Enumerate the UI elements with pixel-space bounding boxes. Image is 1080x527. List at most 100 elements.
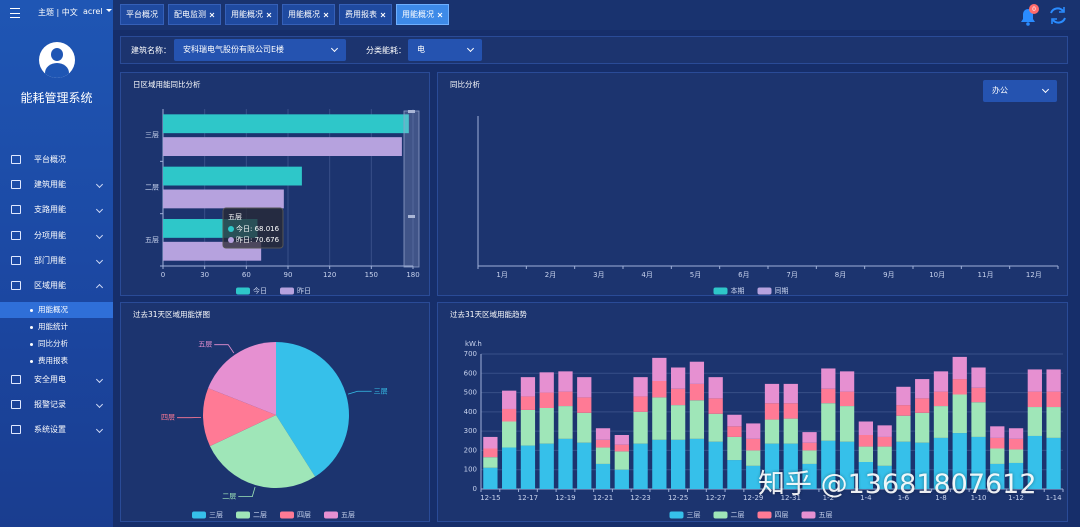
bar-segment: [1008, 428, 1024, 439]
menu-item[interactable]: 报警记录: [0, 396, 113, 414]
top-icons: 0: [1021, 4, 1066, 26]
submenu-item[interactable]: 同比分析: [0, 336, 113, 352]
submenu-item[interactable]: 用能概况: [0, 302, 113, 318]
x-tick-label: 12-23: [630, 494, 650, 502]
submenu-item[interactable]: 费用报表: [0, 353, 113, 369]
menu-item[interactable]: 区域用能: [0, 277, 113, 295]
chevron: [95, 206, 104, 214]
bar-segment: [539, 392, 554, 408]
close-icon[interactable]: [266, 12, 272, 18]
bar-segment: [783, 403, 798, 419]
filter-select[interactable]: 安科瑞电气股份有限公司E楼: [174, 39, 346, 61]
x-tick-label: 1-6: [898, 494, 910, 502]
pie-slice: [209, 415, 316, 488]
chevron: [95, 231, 104, 239]
y-tick-label: 500: [464, 389, 477, 397]
close-icon[interactable]: [437, 12, 443, 18]
theme-switch[interactable]: 主题 | 中文: [38, 8, 78, 17]
bar-segment: [670, 405, 686, 440]
legend-label: 五层: [819, 511, 833, 519]
submenu-label: 费用报表: [38, 356, 68, 365]
bar-segment: [990, 437, 1005, 449]
bar-segment: [858, 421, 874, 435]
bar-segment: [877, 446, 892, 466]
bar-segment: [502, 447, 517, 489]
bar-segment: [595, 447, 611, 464]
x-tick-label: 1-12: [1008, 494, 1024, 502]
bar-segment: [633, 411, 648, 444]
close-icon[interactable]: [209, 12, 215, 18]
bar-segment: [1008, 438, 1024, 450]
submenu-item[interactable]: 用能统计: [0, 319, 113, 335]
tooltip-dot: [228, 237, 234, 243]
x-tick-label: 1月: [496, 271, 507, 279]
bar-segment: [1027, 369, 1042, 392]
menu-item[interactable]: 分项用能: [0, 227, 113, 245]
menu-label: 建筑用能: [34, 180, 66, 190]
bar-segment: [670, 439, 686, 489]
pie-slice: [208, 342, 276, 415]
tab[interactable]: 费用报表: [339, 4, 392, 25]
bar-segment: [558, 438, 573, 489]
menu-item[interactable]: 平台概况: [0, 151, 113, 169]
x-tick-label: 2月: [545, 271, 556, 279]
legend-label: 四层: [297, 511, 311, 519]
bar-segment: [858, 446, 874, 462]
bar-segment: [595, 428, 611, 440]
tab[interactable]: 用能概况: [396, 4, 449, 25]
bell-icon[interactable]: 0: [1021, 4, 1039, 26]
menu-item[interactable]: 建筑用能: [0, 176, 113, 194]
menu-item[interactable]: 安全用电: [0, 371, 113, 389]
tooltip-item: 今日: 68.016: [236, 224, 280, 233]
x-tick-label: 150: [365, 271, 378, 279]
bar-segment: [990, 463, 1005, 489]
x-tick-label: 12-15: [480, 494, 500, 502]
menu-item[interactable]: 支路用能: [0, 201, 113, 219]
bar-segment: [1046, 407, 1061, 438]
menu-toggle[interactable]: [10, 8, 20, 18]
menu-label: 报警记录: [34, 400, 66, 410]
bar-segment: [952, 356, 967, 380]
x-tick-label: 0: [161, 271, 165, 279]
panel: 日区域用能同比分析 0 30 60 90 120 150 180 五层 二层 三层 五层 今日: 68.…: [120, 72, 430, 296]
bar-segment: [577, 442, 592, 489]
bar-segment: [839, 391, 855, 407]
user-name[interactable]: acrel: [83, 7, 112, 16]
bar-segment: [971, 367, 986, 388]
bar-segment: [933, 391, 949, 407]
bullet: [30, 343, 33, 346]
bar-segment: [746, 450, 761, 466]
filter-select[interactable]: 电: [408, 39, 482, 61]
menu-item[interactable]: 系统设置: [0, 421, 113, 439]
bar-segment: [502, 408, 517, 422]
tab[interactable]: 用能概况: [225, 4, 278, 25]
bar-segment: [633, 443, 648, 489]
legend-label: 同期: [775, 287, 789, 295]
panel: 过去31天区域用能趋势 0 100 200 300 400 500 600 700 kW.h 12-…: [437, 302, 1068, 522]
refresh-icon[interactable]: [1050, 7, 1066, 24]
tab[interactable]: 平台概况: [120, 4, 164, 25]
dropdown[interactable]: 办公: [983, 80, 1057, 102]
tab[interactable]: 用能概况: [282, 4, 335, 25]
bar-segment: [1027, 407, 1042, 436]
close-icon[interactable]: [380, 12, 386, 18]
tab[interactable]: 配电监测: [168, 4, 221, 25]
bar-segment: [1046, 437, 1061, 489]
bar-segment: [708, 377, 723, 399]
bar-segment: [783, 383, 798, 404]
close-icon[interactable]: [323, 12, 329, 18]
menu-item[interactable]: 部门用能: [0, 252, 113, 270]
y-tick-label: 100: [464, 466, 477, 474]
tab-label: 用能概况: [231, 10, 263, 19]
bar-segment: [614, 469, 629, 489]
bar-segment: [689, 361, 705, 384]
menu-icon: [11, 255, 21, 265]
menu-icon: [11, 180, 21, 190]
tooltip: [222, 207, 284, 249]
bar-segment: [839, 441, 855, 489]
bar: [163, 114, 409, 134]
chart-title: 日区域用能同比分析: [133, 79, 201, 89]
bar-segment: [689, 383, 705, 401]
